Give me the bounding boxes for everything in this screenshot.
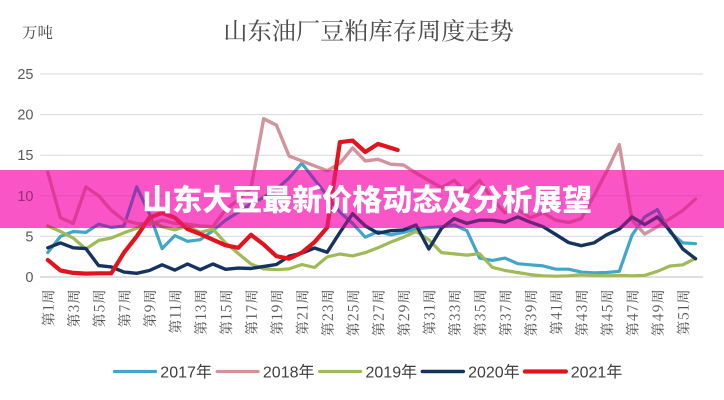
svg-text:0: 0 xyxy=(25,270,33,286)
svg-text:5: 5 xyxy=(25,229,33,245)
svg-text:2017: 2017 xyxy=(160,364,196,381)
svg-text:2020: 2020 xyxy=(468,364,504,381)
svg-text:20: 20 xyxy=(17,108,33,124)
svg-text:15: 15 xyxy=(17,148,33,164)
svg-text:2018: 2018 xyxy=(263,364,299,381)
svg-text:25: 25 xyxy=(17,67,33,83)
svg-text:2019: 2019 xyxy=(366,364,402,381)
svg-text:2021: 2021 xyxy=(571,364,607,381)
